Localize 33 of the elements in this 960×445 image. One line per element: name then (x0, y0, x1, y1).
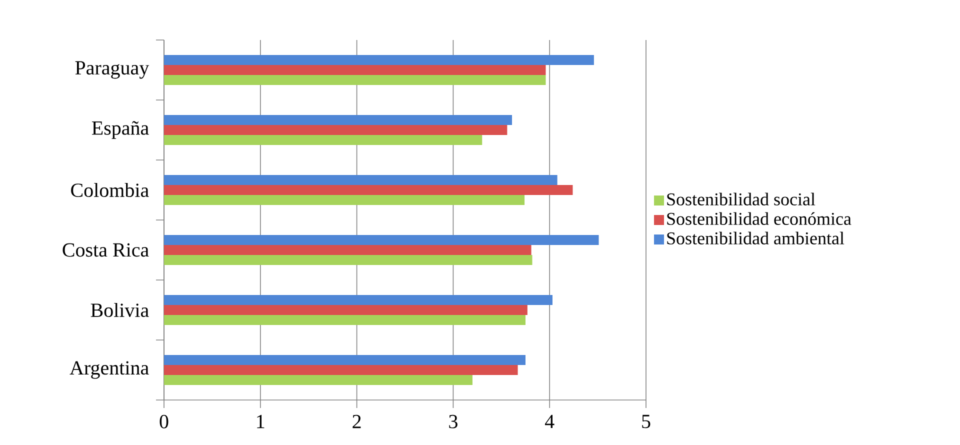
bar (164, 375, 472, 386)
bar (164, 135, 482, 146)
x-tick-label: 0 (160, 414, 168, 428)
bar (164, 235, 599, 246)
y-tick-label: España (92, 121, 149, 139)
legend-label: Sostenibilidad social (667, 192, 816, 206)
bar (164, 185, 573, 196)
bar (164, 75, 546, 86)
y-tick-label: Paraguay (75, 61, 150, 79)
x-tick-label: 4 (544, 414, 554, 428)
bar (164, 65, 546, 76)
x-tick-label: 2 (352, 414, 361, 428)
bar (164, 125, 508, 136)
legend-label: Sostenibilidad económica (667, 212, 852, 225)
x-tick-label: 5 (642, 414, 650, 428)
y-tick-label: Argentina (70, 361, 149, 379)
y-tick-label: Costa Rica (62, 243, 149, 257)
bar (164, 255, 532, 266)
x-tick-label: 1 (257, 414, 264, 428)
legend-label: Sostenibilidad ambiental (667, 232, 844, 244)
bar (164, 305, 528, 316)
bar (164, 295, 552, 306)
bar (164, 355, 526, 366)
x-tick-label: 3 (449, 414, 458, 428)
bar (164, 245, 532, 256)
bar (164, 315, 526, 326)
bar (164, 195, 525, 206)
y-tick-label: Bolivia (90, 302, 149, 318)
bar (164, 175, 558, 186)
bar (164, 365, 518, 376)
bar (164, 115, 512, 126)
bar (164, 55, 594, 66)
y-tick-label: Colombia (71, 182, 149, 198)
